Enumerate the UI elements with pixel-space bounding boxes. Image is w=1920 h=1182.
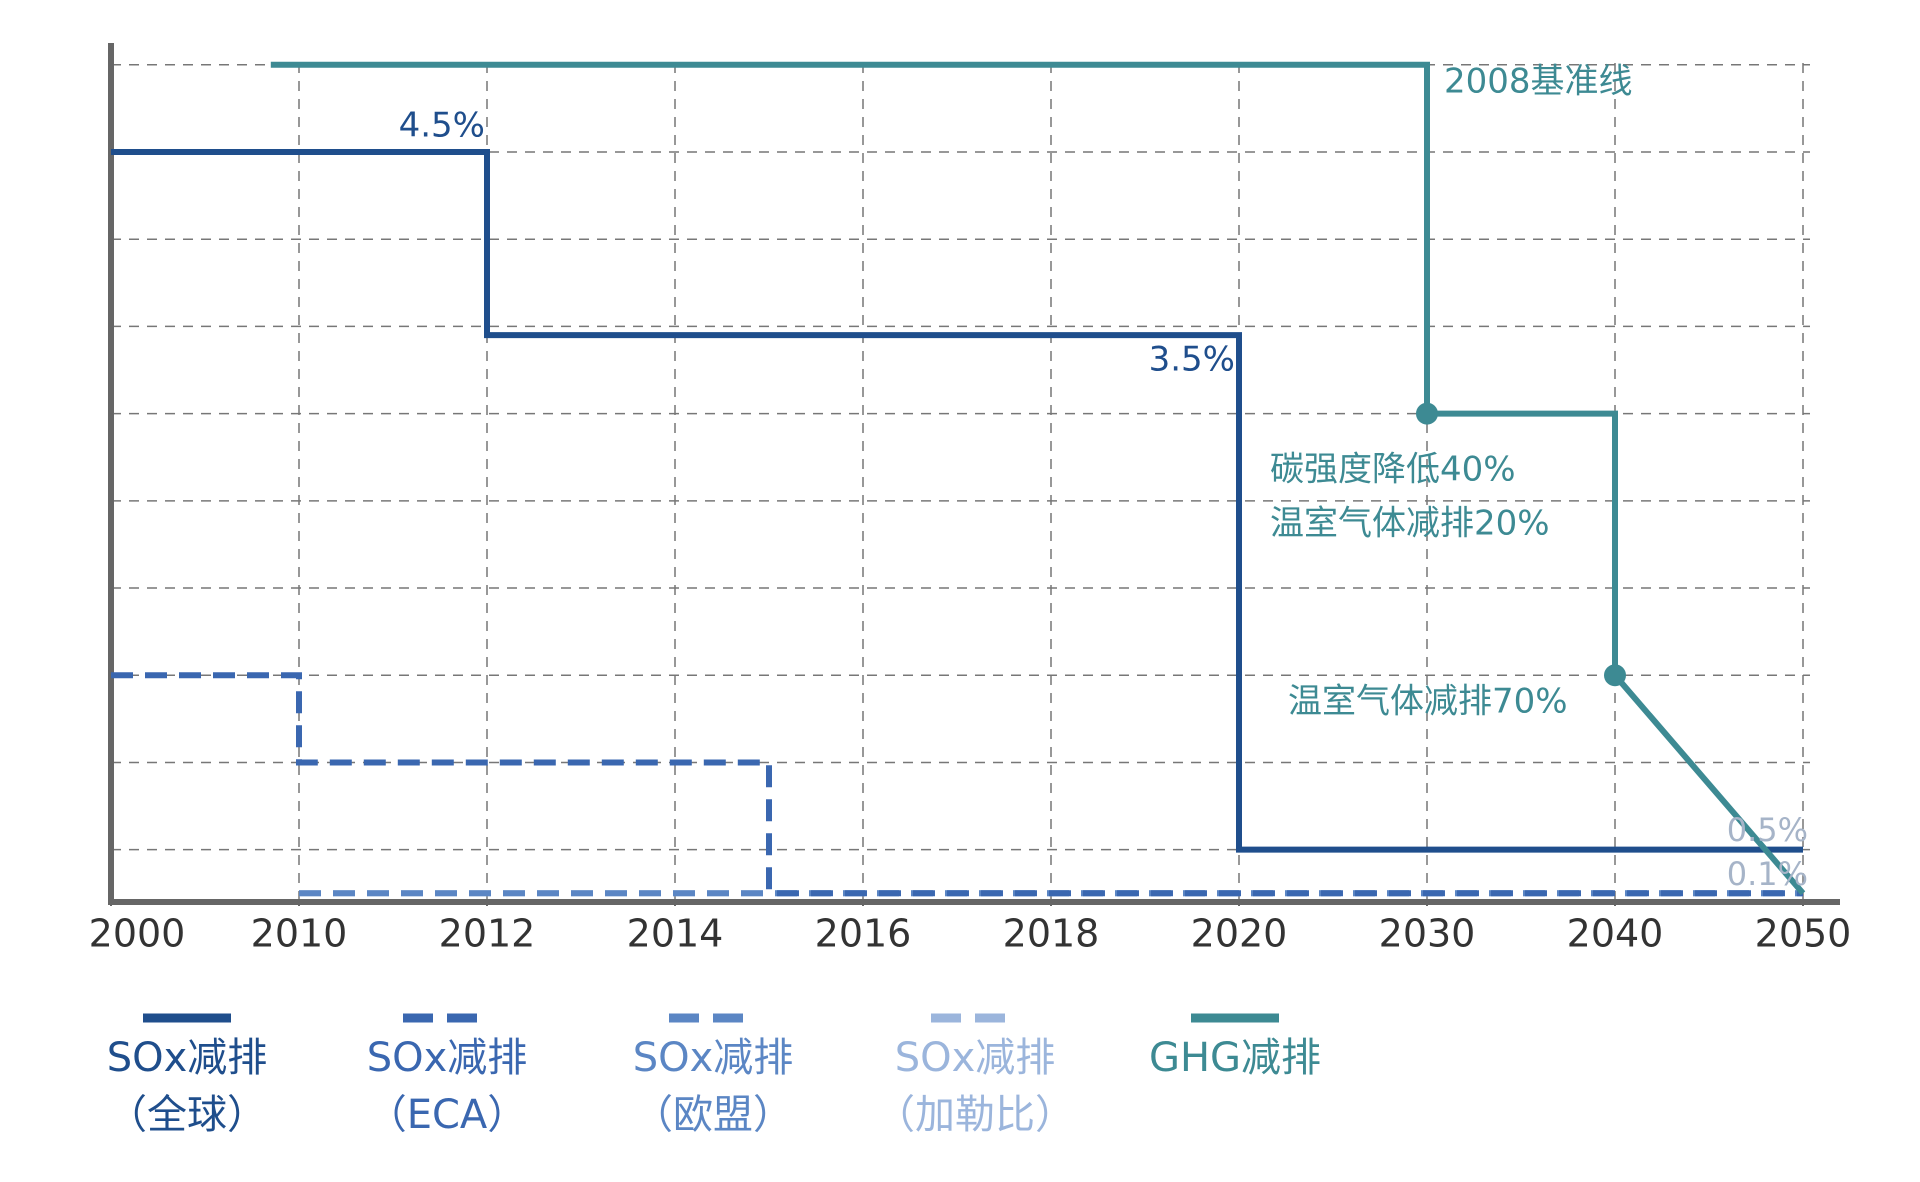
legend-label: GHG减排	[1149, 1035, 1321, 1081]
legend-label-line: （欧盟）	[633, 1092, 793, 1138]
series-line	[270, 61, 1806, 896]
annotation: 3.5%	[1149, 340, 1235, 380]
legend-label-line: （ECA）	[367, 1092, 528, 1138]
ghg-point	[1604, 664, 1626, 687]
legend-label: SOx减排 （欧盟）	[633, 1035, 794, 1138]
legend-label: SOx减排 （加勒比）	[875, 1035, 1075, 1138]
annotation: 2008基准线	[1444, 62, 1633, 102]
x-tick-label: 2014	[627, 912, 724, 956]
legend-label: SOx减排 （ECA）	[367, 1035, 528, 1138]
annotation: 0.5%	[1727, 811, 1808, 849]
x-tick-label: 2018	[1003, 912, 1100, 956]
legend-label-line: SOx减排	[633, 1035, 794, 1081]
legend-label-line: SOx减排	[107, 1035, 268, 1081]
x-tick-label: 2030	[1379, 912, 1476, 956]
x-tick-label: 2020	[1191, 912, 1288, 956]
x-tick-label: 2000	[89, 912, 186, 956]
annotation: 4.5%	[399, 106, 485, 146]
x-tick-label: 2040	[1567, 912, 1664, 956]
legend-label-line: GHG减排	[1149, 1035, 1321, 1081]
annotation: 0.1%	[1727, 855, 1808, 893]
ghg-point	[1416, 402, 1438, 425]
annotation: 温室气体减排20%	[1270, 504, 1550, 544]
legend-label-line: （全球）	[107, 1092, 267, 1138]
legend-label-line: （加勒比）	[875, 1092, 1075, 1138]
series-line	[111, 672, 1803, 897]
legend-label: SOx减排 （全球）	[107, 1035, 268, 1138]
legend-label-line: SOx减排	[367, 1035, 528, 1081]
annotation: 温室气体减排70%	[1288, 682, 1568, 722]
annotation: 碳强度降低40%	[1270, 450, 1516, 490]
x-tick-label: 2016	[815, 912, 912, 956]
x-tick-label: 2010	[251, 912, 348, 956]
legend-label-line: SOx减排	[895, 1035, 1056, 1081]
x-tick-label: 2012	[439, 912, 536, 956]
series-line	[111, 149, 1803, 853]
x-tick-label: 2050	[1755, 912, 1852, 956]
